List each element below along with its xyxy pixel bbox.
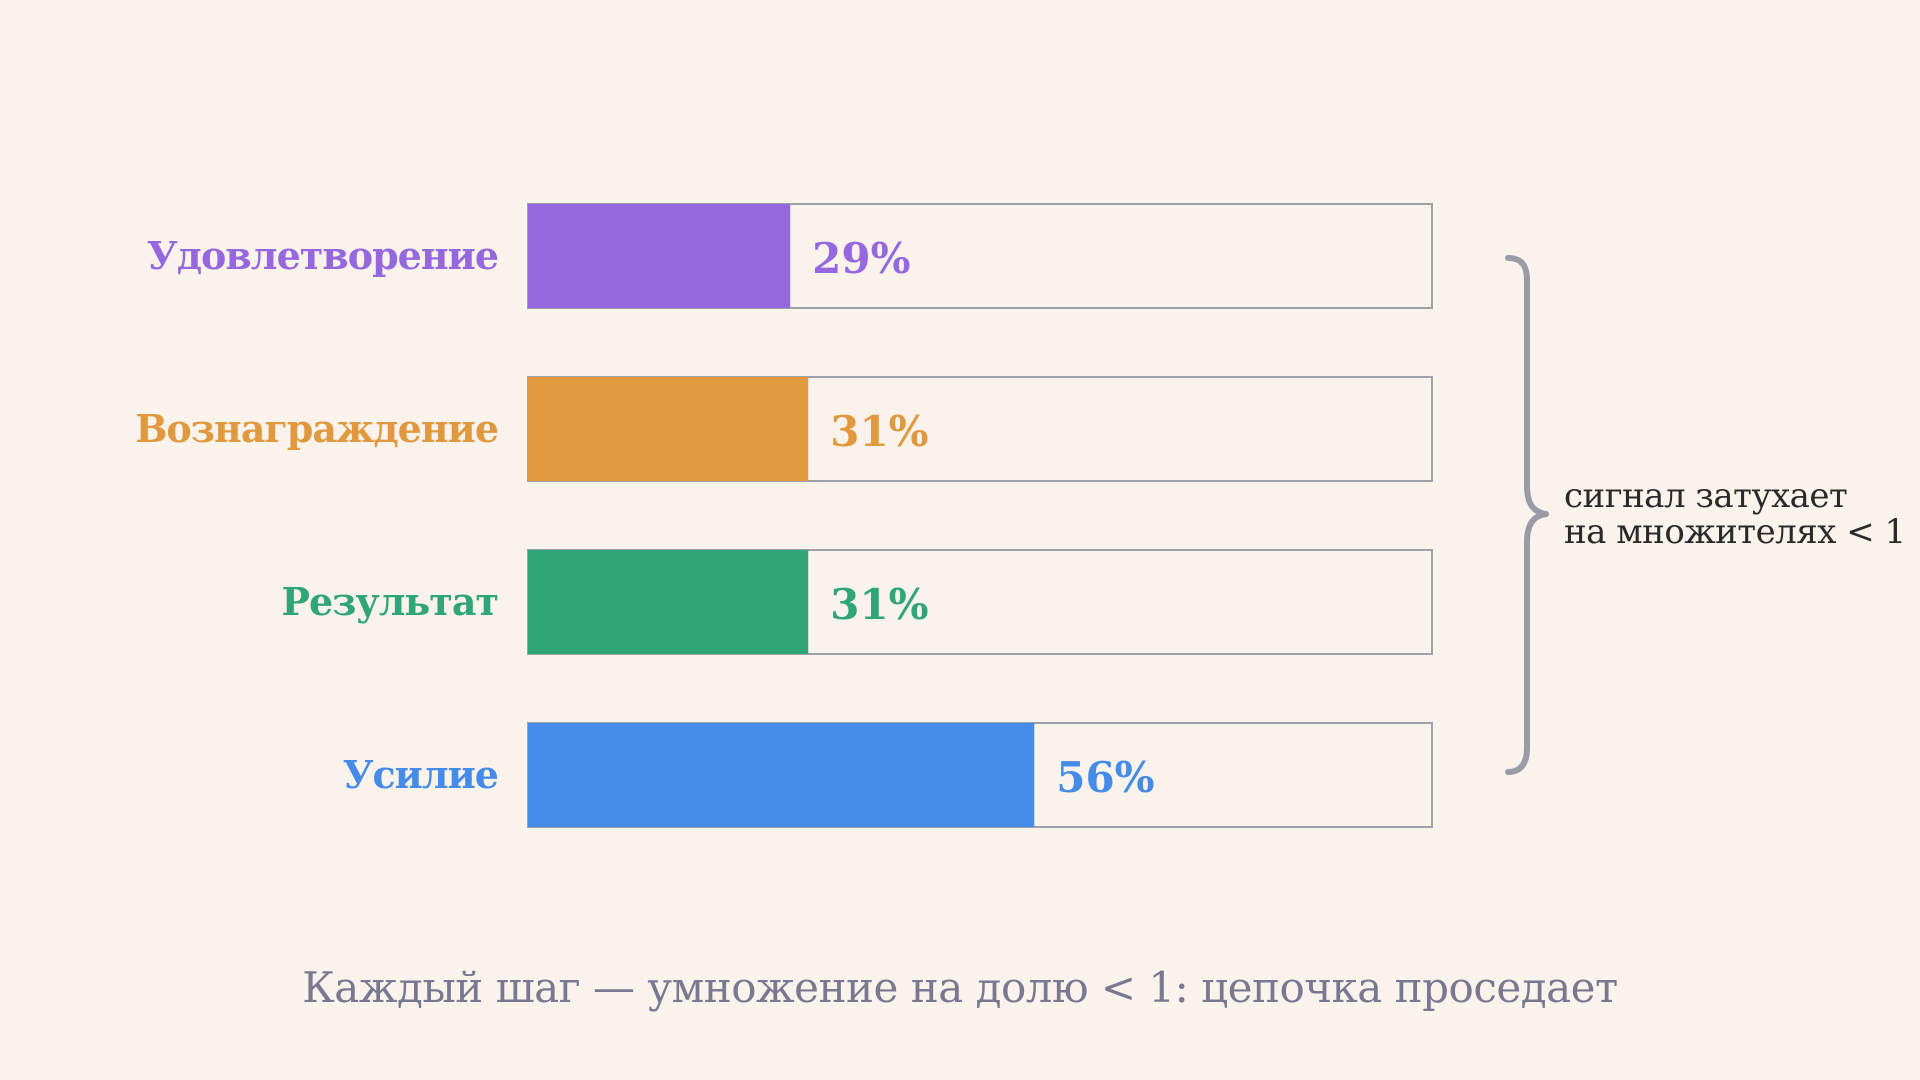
bar-row: Усилие 56% xyxy=(343,722,1433,828)
bars-layer: Удовлетворение 29%Вознаграждение 31%Резуль… xyxy=(135,203,1433,828)
category-label: Результат xyxy=(281,579,498,624)
bar xyxy=(528,204,791,308)
value-label: 31% xyxy=(830,580,928,629)
category-label: Удовлетворение xyxy=(147,233,498,278)
bar xyxy=(528,723,1035,827)
brace-icon xyxy=(1505,255,1549,775)
category-label: Вознаграждение xyxy=(135,406,498,451)
value-label: 56% xyxy=(1056,753,1154,802)
bar-row: Удовлетворение 29% xyxy=(147,203,1433,309)
bar xyxy=(528,377,809,481)
chart-caption: Каждый шаг — умножение на долю < 1: цепо… xyxy=(302,963,1617,1012)
value-label: 31% xyxy=(830,407,928,456)
bar xyxy=(528,550,809,654)
category-label: Усилие xyxy=(343,752,498,797)
bar-row: Результат 31% xyxy=(281,549,1433,655)
annotation-text: сигнал затухает на множителях < 1 xyxy=(1564,476,1906,552)
bar-row: Вознаграждение 31% xyxy=(135,376,1433,482)
value-label: 29% xyxy=(812,234,910,283)
annotation-line-2: на множителях < 1 xyxy=(1564,512,1906,552)
annotation-line-1: сигнал затухает xyxy=(1564,476,1847,516)
